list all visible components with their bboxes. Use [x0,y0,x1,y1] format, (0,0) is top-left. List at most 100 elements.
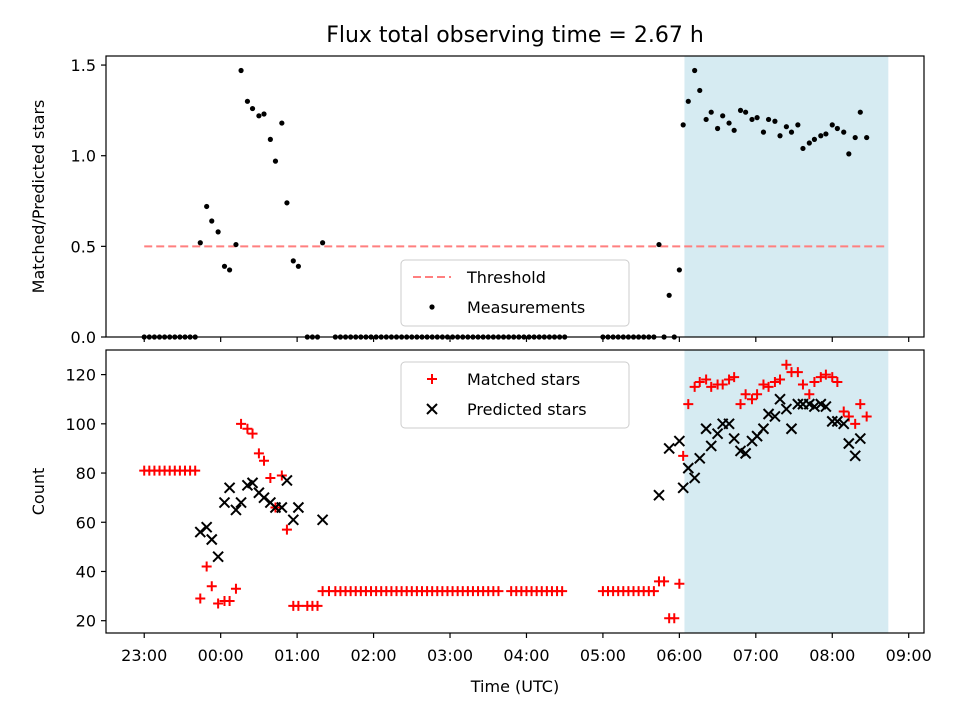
x-tick-label: 05:00 [580,646,626,665]
matched-stars-point [247,428,258,439]
predicted-stars-point [206,533,218,546]
predicted-stars-point [792,398,804,410]
matched-stars-point [648,586,659,597]
matched-stars-point [861,411,872,422]
y-tick-label: 60 [76,513,96,532]
predicted-stars-point [200,521,213,533]
y-tick-label: 0.5 [71,237,96,256]
matched-stars-point [557,586,568,597]
measurement-point [823,131,829,137]
y-tick-label: 20 [76,612,96,631]
predicted-stars-point [723,418,735,430]
predicted-stars-point [653,489,665,501]
measurement-point [841,129,847,135]
predicted-stars-point [230,504,242,516]
measurement-point [249,105,256,112]
matched-stars-point [792,367,803,378]
x-tick-label: 02:00 [351,646,397,665]
predicted-stars-point [826,415,838,428]
matched-stars-point [281,524,292,535]
measurement-point [720,113,726,119]
matched-stars-point [758,379,769,390]
measurement-point [703,116,709,123]
matched-stars-point [735,399,746,410]
measurement-point [692,67,698,74]
measurement-point [284,200,290,206]
measurement-point [656,241,662,248]
matched-stars-point [669,613,680,624]
measurement-point [685,98,691,104]
matched-stars-point [678,450,689,461]
predicted-stars-point [854,432,867,445]
matched-stars-point [740,389,751,400]
measurement-point [290,258,296,264]
measurement-point [818,133,824,139]
predicted-stars-point [246,477,259,489]
matched-stars-point [775,374,786,385]
matched-stars-point [213,598,224,609]
measurement-point [829,122,835,128]
legend-matched-swatch [427,374,437,384]
matched-stars-point [253,448,264,459]
count-panel: 20 40 60 80 100 120 Count 23:00 00:00 01:00 02:00 0… [29,349,932,665]
measurement-point [754,115,760,121]
matched-stars-point [769,376,780,387]
predicted-stars-point [849,450,861,462]
predicted-stars-point [287,514,300,526]
measurement-point [666,292,672,298]
x-tick-label: 06:00 [656,646,702,665]
matched-stars-point [190,465,201,476]
measurement-point [857,109,863,115]
measurement-point [760,129,767,135]
legend-box [400,361,630,429]
x-tick-label: 00:00 [198,646,244,665]
observing-window-shade [684,56,889,337]
ratio-panel: 0.0 0.5 1.0 1.5 Matched/Predicted stars Thres… [29,55,925,347]
matched-stars-point [717,379,728,390]
matched-stars-point [855,399,866,410]
matched-stars-point [706,381,717,392]
matched-stars-point [804,389,815,400]
matched-stars-point [729,372,740,383]
matched-stars-point [493,586,504,597]
x-tick-label: 04:00 [503,646,549,665]
matched-stars-point [265,472,276,483]
measurement-point [226,267,233,273]
measurement-point [233,241,239,248]
matched-stars-point [781,359,792,370]
matched-stars-point [850,418,861,429]
measurement-point [864,134,870,141]
measurement-point [204,203,210,210]
matched-stars-point [206,581,217,592]
predicted-stars-point [212,551,224,563]
measurement-point [238,67,244,74]
measurement-point [244,98,251,104]
matched-stars-point [752,389,763,400]
measurement-point [777,133,783,139]
predicted-stars-point [820,400,832,413]
x-tick-label: 09:00 [886,646,932,665]
x-tick-label: 23:00 [121,646,167,665]
legend-measurement-swatch [429,304,435,310]
matched-stars-point [797,379,808,390]
measurement-point [261,111,267,117]
measurement-point [256,113,262,119]
matched-stars-point [674,578,685,589]
matched-stars-point [230,583,241,594]
y-tick-label: 80 [76,464,96,483]
x-tick-label: 08:00 [809,646,855,665]
matched-stars-point [746,394,757,405]
x-axis-label: Time (UTC) [470,677,559,696]
legend-entry-label: Matched stars [467,370,580,389]
measurement-point [708,109,714,115]
observing-window-shade [684,350,889,633]
predicted-stars-point [711,427,724,440]
measurement-point [676,267,682,273]
predicted-stars-point [682,462,694,474]
predicted-stars-point [194,526,206,538]
measurement-point [714,125,721,132]
y-tick-label: 100 [65,415,96,434]
predicted-stars-point [705,440,717,452]
predicted-stars-point [774,393,786,405]
y-axis-label: Count [29,468,48,516]
